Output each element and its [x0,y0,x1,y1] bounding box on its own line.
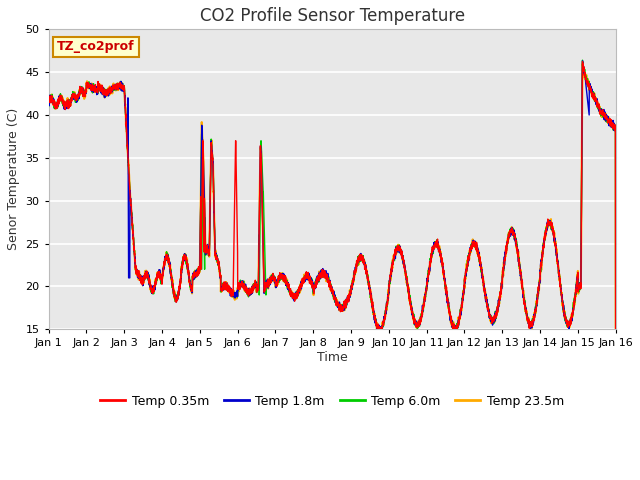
Text: TZ_co2prof: TZ_co2prof [57,40,135,53]
Y-axis label: Senor Temperature (C): Senor Temperature (C) [7,108,20,251]
Legend: Temp 0.35m, Temp 1.8m, Temp 6.0m, Temp 23.5m: Temp 0.35m, Temp 1.8m, Temp 6.0m, Temp 2… [95,390,569,412]
Title: CO2 Profile Sensor Temperature: CO2 Profile Sensor Temperature [200,7,465,25]
X-axis label: Time: Time [317,351,348,364]
